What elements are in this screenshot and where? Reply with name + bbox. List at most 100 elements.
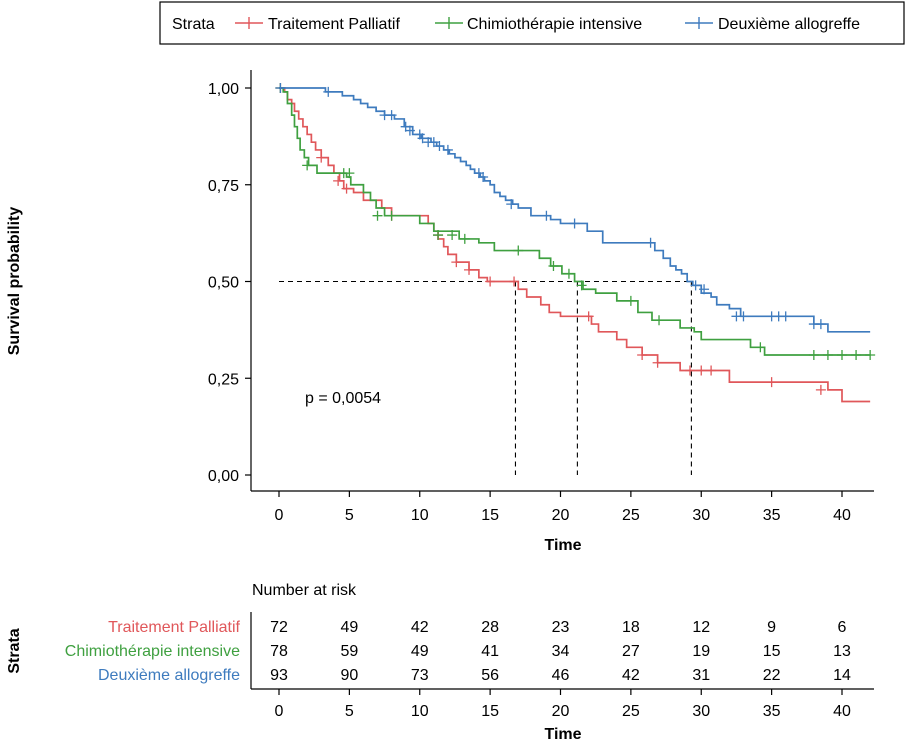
censor-mark bbox=[333, 175, 344, 186]
legend: Strata Traitement Palliatif Chimiothérap… bbox=[159, 1, 905, 45]
risk-count: 90 bbox=[340, 667, 358, 684]
censor-mark bbox=[433, 230, 444, 241]
legend-box bbox=[159, 1, 905, 45]
x-axis-label: Time bbox=[544, 537, 581, 554]
risk-count: 6 bbox=[838, 619, 847, 636]
censor-mark bbox=[417, 133, 428, 144]
censor-mark bbox=[851, 350, 862, 361]
censor-mark bbox=[275, 83, 286, 93]
y-tick-label: 0,25 bbox=[208, 371, 239, 388]
legend-item-allogreffe: Deuxième allogreffe bbox=[718, 16, 860, 33]
y-tick-label: 0,75 bbox=[208, 178, 239, 195]
censor-mark bbox=[625, 295, 636, 306]
risk-count: 13 bbox=[833, 643, 851, 660]
x-tick-label: 35 bbox=[763, 507, 781, 524]
censor-mark bbox=[637, 350, 648, 361]
risk-row-label: Traitement Palliatif bbox=[108, 619, 240, 636]
risk-count: 78 bbox=[270, 643, 288, 660]
censor-mark bbox=[738, 311, 749, 322]
x-tick-label: 15 bbox=[481, 507, 499, 524]
risk-count: 59 bbox=[340, 643, 358, 660]
p-value-label: p = 0,0054 bbox=[305, 390, 381, 407]
censor-mark bbox=[548, 261, 559, 272]
risk-x-tick-label: 10 bbox=[411, 703, 429, 720]
censor-mark bbox=[690, 280, 701, 291]
censor-mark bbox=[699, 284, 710, 295]
x-tick-label: 10 bbox=[411, 507, 429, 524]
legend-title: Strata bbox=[172, 16, 215, 33]
censor-mark bbox=[506, 199, 517, 210]
risk-x-tick-label: 20 bbox=[552, 703, 570, 720]
legend-item-palliatif: Traitement Palliatif bbox=[268, 16, 400, 33]
risk-count: 14 bbox=[833, 667, 851, 684]
censor-mark bbox=[780, 311, 791, 322]
y-axis-label: Survival probability bbox=[6, 207, 23, 356]
risk-count: 72 bbox=[270, 619, 288, 636]
risk-count: 15 bbox=[763, 643, 781, 660]
risk-row-label: Chimiothérapie intensive bbox=[65, 643, 240, 660]
censor-mark bbox=[404, 125, 415, 136]
censor-mark bbox=[837, 350, 847, 361]
risk-count: 49 bbox=[411, 643, 429, 660]
censor-mark bbox=[451, 257, 462, 268]
survival-curves bbox=[275, 83, 876, 403]
censor-mark bbox=[569, 218, 580, 229]
y-tick-label: 1,00 bbox=[208, 81, 239, 98]
risk-count: 28 bbox=[481, 619, 499, 636]
risk-count: 49 bbox=[340, 619, 358, 636]
censor-mark bbox=[316, 152, 327, 163]
risk-count: 73 bbox=[411, 667, 429, 684]
risk-count: 9 bbox=[767, 619, 776, 636]
risk-table-rows: Traitement Palliatif 72 49 42 28 23 18 12 9 6 Chim… bbox=[65, 619, 851, 684]
censor-mark bbox=[652, 357, 663, 368]
censor-mark bbox=[442, 144, 453, 155]
risk-count: 93 bbox=[270, 667, 288, 684]
x-tick-label: 0 bbox=[275, 507, 284, 524]
risk-x-tick-label: 25 bbox=[622, 703, 640, 720]
survival-curve-2 bbox=[275, 83, 871, 333]
censor-mark bbox=[485, 276, 496, 287]
risk-count: 18 bbox=[622, 619, 640, 636]
x-ticks: 0 5 10 15 20 25 30 35 40 bbox=[275, 491, 851, 524]
risk-count: 19 bbox=[692, 643, 710, 660]
risk-x-tick-label: 30 bbox=[692, 703, 710, 720]
risk-table-title: Number at risk bbox=[252, 582, 357, 599]
censor-mark bbox=[478, 172, 489, 183]
risk-count: 27 bbox=[622, 643, 640, 660]
risk-count: 31 bbox=[692, 667, 710, 684]
x-tick-label: 30 bbox=[692, 507, 710, 524]
main-axes: 0,00 0,25 0,50 0,75 1,00 0 5 10 15 20 25 30 35 40 Ti… bbox=[6, 70, 874, 554]
x-tick-label: 20 bbox=[552, 507, 570, 524]
censor-mark bbox=[822, 350, 833, 361]
censor-mark bbox=[541, 210, 552, 221]
censor-mark bbox=[706, 365, 717, 376]
x-tick-label: 25 bbox=[622, 507, 640, 524]
risk-table: Number at risk Traitement Palliatif 72 49 4… bbox=[6, 582, 874, 741]
median-lines bbox=[279, 280, 692, 475]
censor-mark bbox=[323, 86, 334, 97]
risk-count: 41 bbox=[481, 643, 499, 660]
x-tick-label: 40 bbox=[833, 507, 851, 524]
censor-mark bbox=[447, 230, 458, 241]
risk-table-x-ticks: 0 5 10 15 20 25 30 35 40 bbox=[275, 689, 851, 720]
censor-mark bbox=[654, 315, 665, 326]
censor-mark bbox=[583, 311, 594, 322]
survival-curve-0 bbox=[275, 83, 871, 403]
censor-mark bbox=[684, 365, 695, 376]
y-tick-label: 0,50 bbox=[208, 275, 239, 292]
legend-item-chimio: Chimiothérapie intensive bbox=[467, 16, 642, 33]
risk-count: 42 bbox=[411, 619, 429, 636]
risk-count: 56 bbox=[481, 667, 499, 684]
censor-mark bbox=[302, 160, 313, 171]
censor-mark bbox=[808, 350, 819, 361]
risk-row-label: Deuxième allogreffe bbox=[98, 667, 240, 684]
y-tick-label: 0,00 bbox=[208, 468, 239, 485]
censor-mark bbox=[766, 377, 777, 388]
censor-mark bbox=[386, 210, 397, 221]
censor-mark bbox=[428, 137, 439, 148]
censor-mark bbox=[434, 141, 445, 152]
risk-x-tick-label: 40 bbox=[833, 703, 851, 720]
censor-mark bbox=[815, 384, 826, 395]
risk-table-y-label: Strata bbox=[6, 628, 23, 673]
censor-mark bbox=[755, 342, 766, 353]
